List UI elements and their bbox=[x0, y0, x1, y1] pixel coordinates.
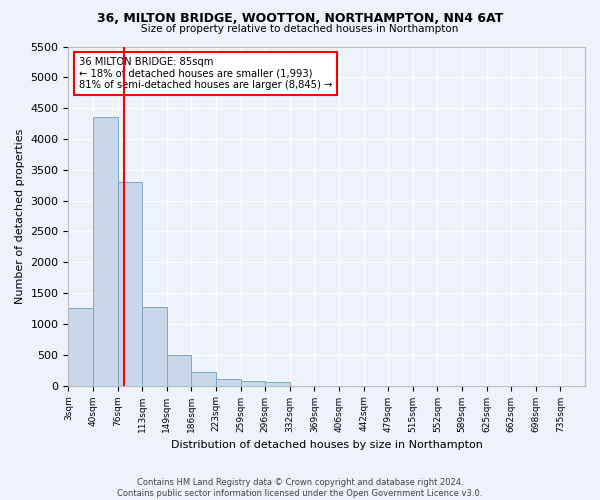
Bar bbox=[118, 182, 142, 386]
Text: Size of property relative to detached houses in Northampton: Size of property relative to detached ho… bbox=[142, 24, 458, 34]
Bar bbox=[216, 380, 241, 386]
Bar bbox=[68, 308, 93, 386]
Text: 36 MILTON BRIDGE: 85sqm
← 18% of detached houses are smaller (1,993)
81% of semi: 36 MILTON BRIDGE: 85sqm ← 18% of detache… bbox=[79, 56, 332, 90]
Bar bbox=[142, 306, 167, 386]
Text: 36, MILTON BRIDGE, WOOTTON, NORTHAMPTON, NN4 6AT: 36, MILTON BRIDGE, WOOTTON, NORTHAMPTON,… bbox=[97, 12, 503, 26]
Bar bbox=[241, 380, 265, 386]
Bar bbox=[167, 356, 191, 386]
Y-axis label: Number of detached properties: Number of detached properties bbox=[15, 128, 25, 304]
Bar bbox=[93, 118, 118, 386]
X-axis label: Distribution of detached houses by size in Northampton: Distribution of detached houses by size … bbox=[171, 440, 482, 450]
Bar bbox=[265, 382, 290, 386]
Text: Contains HM Land Registry data © Crown copyright and database right 2024.
Contai: Contains HM Land Registry data © Crown c… bbox=[118, 478, 482, 498]
Bar bbox=[191, 372, 216, 386]
